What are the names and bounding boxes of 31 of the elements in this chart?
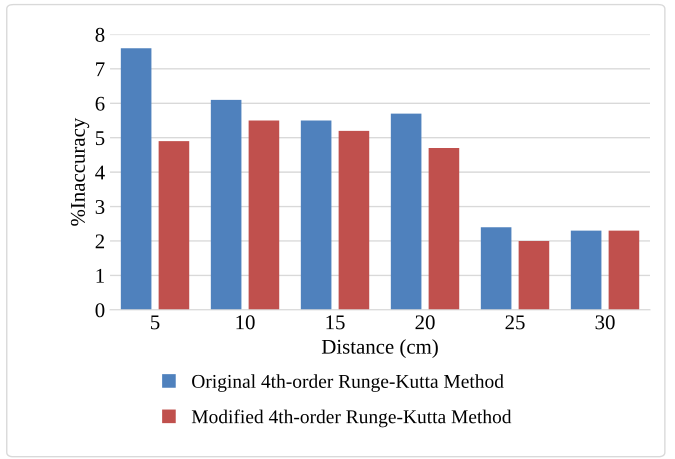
x-tick-label: 10 bbox=[236, 315, 255, 330]
bar bbox=[570, 230, 602, 310]
x-tick-label: 15 bbox=[326, 315, 345, 330]
bar bbox=[480, 227, 512, 310]
y-tick-label: 0 bbox=[96, 303, 104, 318]
y-tick-label: 6 bbox=[96, 96, 105, 111]
bar bbox=[608, 230, 640, 310]
bar bbox=[300, 120, 332, 310]
legend-label: Original 4th-order Runge-Kutta Method bbox=[192, 374, 504, 392]
y-tick-label: 7 bbox=[96, 62, 105, 76]
y-axis-title: %Inaccuracy bbox=[70, 118, 90, 226]
y-tick-label: 3 bbox=[96, 200, 104, 214]
y-tick-label: 1 bbox=[96, 268, 104, 283]
bar bbox=[390, 114, 422, 310]
legend-label: Modified 4th-order Runge-Kutta Method bbox=[192, 409, 512, 428]
x-axis-title: Distance (cm) bbox=[322, 339, 438, 358]
bar bbox=[210, 100, 242, 310]
y-tick-label: 4 bbox=[95, 166, 105, 180]
x-tick-label: 5 bbox=[151, 316, 160, 330]
x-tick-label: 20 bbox=[416, 315, 435, 330]
x-tick-label: 25 bbox=[506, 315, 525, 330]
bar bbox=[518, 240, 550, 310]
bar bbox=[120, 48, 152, 310]
bar bbox=[428, 148, 460, 310]
y-tick-label: 8 bbox=[96, 28, 104, 42]
y-tick-label: 5 bbox=[96, 131, 104, 146]
bar bbox=[338, 130, 370, 310]
bar bbox=[158, 141, 190, 310]
y-tick-label: 2 bbox=[96, 234, 104, 248]
x-tick-label: 30 bbox=[596, 315, 615, 330]
bar bbox=[248, 120, 280, 310]
